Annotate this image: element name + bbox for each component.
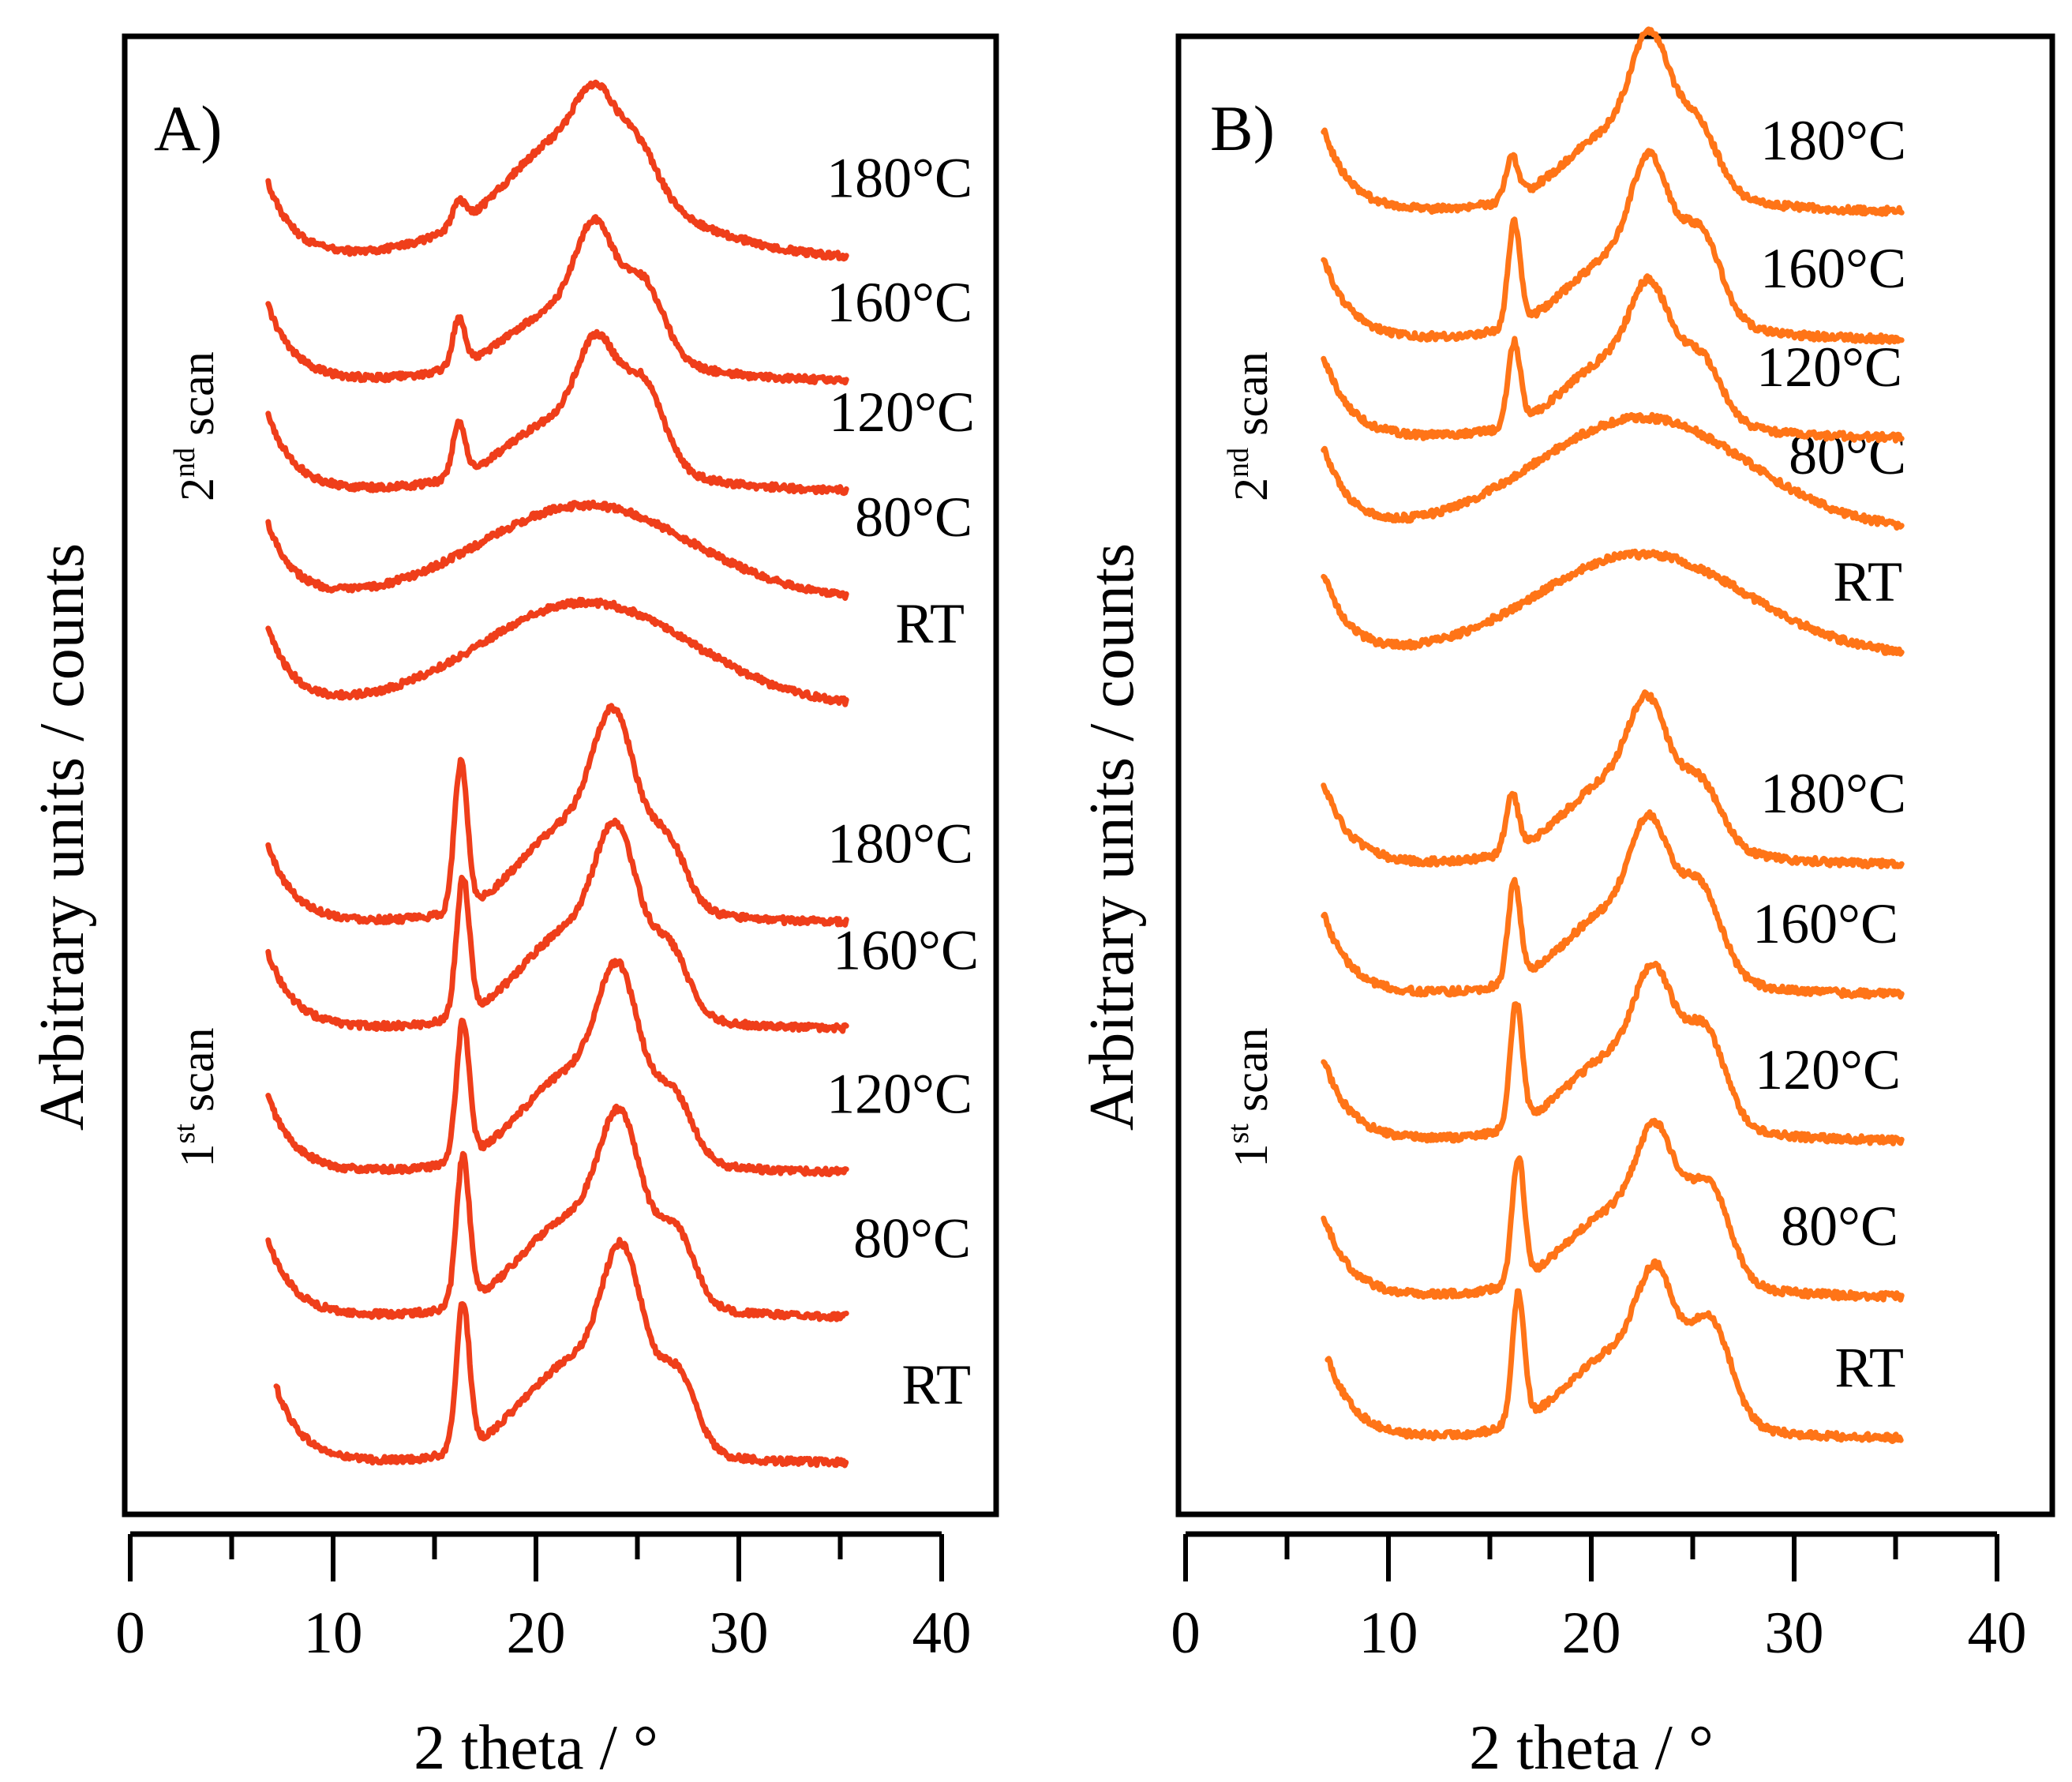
trace-1st-180c — [265, 703, 849, 928]
trace-2nd-80c — [265, 499, 849, 601]
trace-1st-rt — [273, 1236, 849, 1469]
trace-2nd-160c — [1321, 148, 1905, 345]
trace-label: RT — [901, 1352, 971, 1416]
trace-label: RT — [1833, 550, 1902, 613]
x-tick-label: 10 — [1359, 1600, 1418, 1666]
trace-label: 160°C — [833, 918, 979, 981]
trace-2nd-160c — [265, 214, 849, 386]
trace-label: 180°C — [1760, 762, 1906, 825]
trace-2nd-120c — [1321, 273, 1905, 444]
scan-group-label-second: 2nd scan — [1222, 351, 1277, 501]
x-tick-label: 40 — [1968, 1600, 2027, 1666]
x-tick-label: 20 — [1562, 1600, 1621, 1666]
trace-label: 120°C — [826, 1062, 972, 1125]
trace-1st-80c — [1321, 1117, 1905, 1303]
trace-label: 80°C — [855, 486, 972, 549]
x-tick-label: 0 — [1171, 1600, 1201, 1666]
trace-2nd-180c — [1321, 26, 1905, 217]
trace-label: 180°C — [826, 147, 972, 210]
trace-2nd-rt — [1321, 548, 1905, 657]
y-axis-title: Arbitrary units / counts — [1077, 543, 1147, 1131]
x-axis-title: 2 theta / ° — [414, 1713, 658, 1782]
trace-label: 160°C — [1752, 892, 1898, 955]
trace-1st-160c — [265, 817, 849, 1034]
trace-2nd-180c — [265, 79, 849, 262]
trace-2nd-120c — [265, 328, 849, 497]
x-tick-label: 30 — [1765, 1600, 1824, 1666]
trace-label: 180°C — [1760, 109, 1906, 172]
trace-label: 160°C — [1760, 237, 1906, 300]
trace-label: 120°C — [829, 381, 975, 444]
trace-2nd-rt — [265, 596, 849, 707]
trace-label: 180°C — [827, 812, 973, 875]
trace-label: RT — [895, 592, 965, 655]
trace-1st-80c — [265, 1103, 849, 1322]
trace-label: 120°C — [1755, 1038, 1901, 1101]
x-tick-label: 40 — [912, 1600, 972, 1666]
trace-1st-120c — [1321, 960, 1905, 1146]
x-tick-label: 30 — [710, 1600, 769, 1666]
trace-label: RT — [1834, 1336, 1904, 1399]
scan-group-label-first: 1st scan — [1222, 1028, 1277, 1168]
trace-1st-rt — [1325, 1258, 1904, 1444]
trace-1st-120c — [265, 958, 849, 1178]
panel-label: A) — [154, 92, 223, 164]
scan-group-label-second: 2nd scan — [168, 351, 223, 501]
trace-1st-160c — [1321, 809, 1905, 1000]
panel-b: 0 10 20 30 40 2 theta / ° Arbitrary units / co… — [1077, 26, 2055, 1782]
trace-label: 160°C — [826, 271, 972, 334]
trace-label: 80°C — [1781, 1195, 1898, 1258]
x-tick-label: 20 — [507, 1600, 566, 1666]
trace-1st-180c — [1321, 689, 1905, 870]
x-axis-title: 2 theta / ° — [1469, 1713, 1714, 1782]
trace-label: 120°C — [1756, 336, 1902, 399]
plot-frame — [122, 33, 999, 1518]
scan-group-label-first: 1st scan — [168, 1028, 223, 1168]
trace-2nd-80c — [1321, 411, 1905, 531]
x-tick-label: 10 — [304, 1600, 363, 1666]
panel-label: B) — [1210, 92, 1275, 164]
panel-a: 0 10 20 30 40 2 theta / ° Arbitrary units / co… — [28, 33, 999, 1782]
x-tick-label: 0 — [115, 1600, 145, 1666]
trace-label: 80°C — [853, 1206, 971, 1270]
y-axis-title: Arbitrary units / counts — [28, 543, 97, 1131]
plot-frame — [1175, 33, 2055, 1518]
